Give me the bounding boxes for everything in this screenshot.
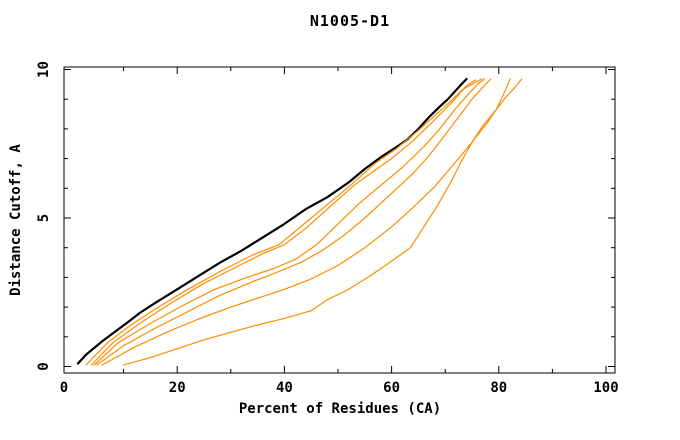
x-tick-label: 100 (593, 380, 618, 396)
x-tick-label: 80 (490, 380, 507, 396)
y-tick-label: 10 (36, 61, 52, 78)
y-axis-label: Distance Cutoff, A (8, 144, 24, 296)
y-tick-label: 0 (36, 362, 52, 370)
plot-frame (63, 66, 616, 374)
model-curve-6 (122, 78, 511, 366)
model-curve-1 (85, 79, 477, 366)
model-curve-2 (90, 78, 483, 366)
model-curve-3 (93, 78, 485, 366)
x-tick-label: 40 (276, 380, 293, 396)
x-tick-label: 60 (383, 380, 400, 396)
target-curve (76, 77, 468, 365)
y-tick-label: 5 (36, 214, 52, 222)
model-curve-4 (96, 78, 492, 366)
chart-title: N1005-D1 (310, 12, 390, 30)
x-tick-label: 0 (60, 380, 68, 396)
x-axis-label: Percent of Residues (CA) (239, 401, 441, 417)
x-tick-label: 20 (169, 380, 186, 396)
plot-area: 0 20 40 60 80 100 0 5 10 (36, 61, 619, 396)
model-curve-5 (101, 78, 523, 366)
